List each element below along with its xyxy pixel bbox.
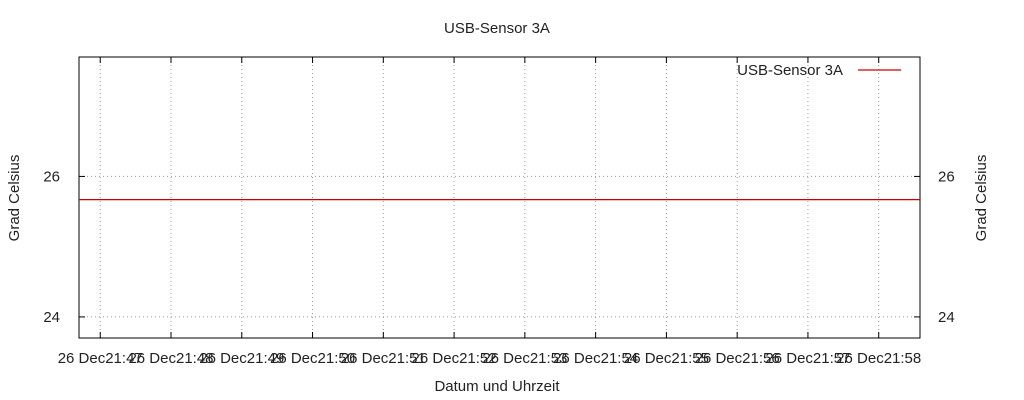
y-tick-label: 26	[43, 168, 60, 185]
y2-tick-label: 24	[938, 309, 955, 326]
y-axis-label: Grad Celsius	[6, 155, 23, 242]
grid	[79, 57, 920, 338]
y-axis-left: 24 26	[43, 168, 85, 326]
x-tick-label: 26 Dec21:49	[199, 350, 284, 367]
y-tick-label: 24	[43, 309, 60, 326]
x-tick-label: 26 Dec21:54	[553, 350, 638, 367]
x-tick-label: 26 Dec21:58	[836, 350, 921, 367]
x-tick-label: 26 Dec21:52	[412, 350, 497, 367]
x-tick-label: 26 Dec21:48	[128, 350, 213, 367]
chart-title: USB-Sensor 3A	[444, 20, 550, 37]
x-tick-label: 26 Dec21:56	[695, 350, 780, 367]
y-axis-right: 24 26	[914, 168, 955, 326]
y2-axis-label: Grad Celsius	[973, 155, 990, 242]
x-tick-label: 26 Dec21:57	[765, 350, 850, 367]
x-tick-label: 26 Dec21:50	[270, 350, 355, 367]
x-tick-label: 26 Dec21:55	[624, 350, 709, 367]
legend-label: USB-Sensor 3A	[737, 62, 843, 79]
x-tick-label: 26 Dec21:47	[58, 350, 143, 367]
legend: USB-Sensor 3A	[737, 62, 901, 79]
x-tick-label: 26 Dec21:51	[341, 350, 426, 367]
x-axis-label: Datum und Uhrzeit	[434, 378, 560, 395]
y2-tick-label: 26	[938, 168, 955, 185]
plot-area-border	[78, 56, 921, 339]
x-tick-label: 26 Dec21:53	[482, 350, 567, 367]
